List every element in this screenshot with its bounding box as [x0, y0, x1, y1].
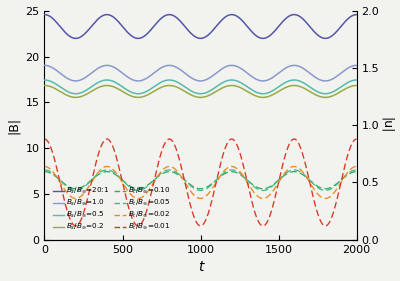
Y-axis label: |u|: |u|: [380, 117, 393, 133]
X-axis label: t: t: [198, 260, 203, 274]
Legend: $B_s/B_{\infty}$=20:1, $B_s/B_{\infty}$=1.0, $B_s/B_{\infty}$=0.5, $B_s/B_{\inft: $B_s/B_{\infty}$=20:1, $B_s/B_{\infty}$=…: [51, 185, 172, 234]
Y-axis label: |B|: |B|: [7, 117, 20, 134]
